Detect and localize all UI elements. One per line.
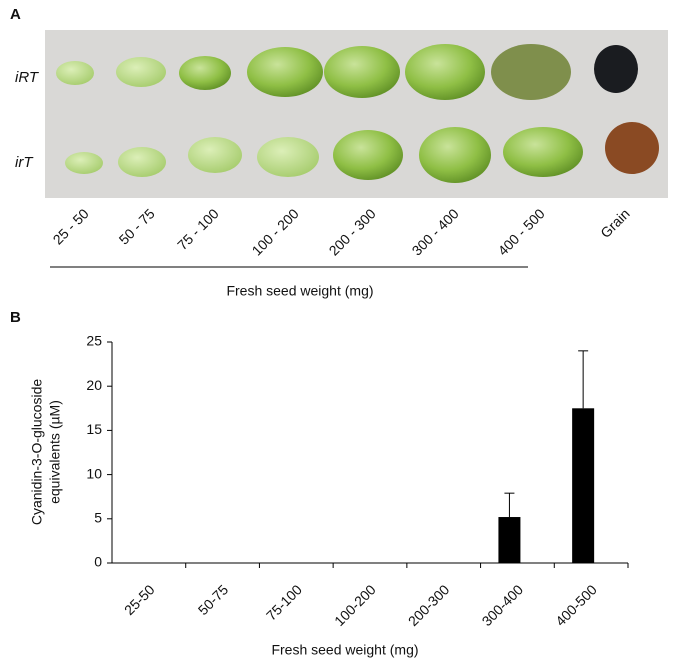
category-label: 100 - 200 xyxy=(249,205,302,258)
y-axis-label: equivalents (µM) xyxy=(47,400,63,504)
category-label: 300 - 400 xyxy=(409,205,462,258)
category-label: 50 - 75 xyxy=(116,205,158,247)
category-label: 25 - 50 xyxy=(50,205,92,247)
error-bar xyxy=(578,350,589,409)
y-tick-label: 25 xyxy=(86,333,102,349)
bar xyxy=(572,408,595,563)
y-tick-label: 10 xyxy=(86,465,102,481)
category-label: 200 - 300 xyxy=(326,205,379,258)
x-axis-label: Fresh seed weight (mg) xyxy=(271,642,418,658)
x-tick-label: 400-500 xyxy=(552,581,600,629)
y-tick-label: 0 xyxy=(94,554,102,570)
row-label: iRT xyxy=(15,69,40,86)
x-tick-label: 75-100 xyxy=(263,581,305,623)
y-tick-label: 20 xyxy=(86,377,102,393)
category-label: 75 - 100 xyxy=(174,205,222,253)
row-label: irT xyxy=(15,154,34,171)
x-tick-label: 25-50 xyxy=(121,581,158,618)
y-tick-label: 15 xyxy=(86,421,102,437)
bar xyxy=(498,517,521,563)
y-tick-label: 5 xyxy=(94,510,102,526)
category-label: Grain xyxy=(597,205,633,241)
y-axis-label: Cyanidin-3-O-glucoside xyxy=(29,379,45,526)
x-tick-label: 100-200 xyxy=(331,581,379,629)
category-label: 400 - 500 xyxy=(495,205,548,258)
panel-label: A xyxy=(10,6,21,23)
photo xyxy=(45,30,668,198)
x-tick-label: 200-300 xyxy=(405,581,453,629)
x-axis-label: Fresh seed weight (mg) xyxy=(226,283,373,299)
x-tick-label: 300-400 xyxy=(479,581,527,629)
panel-label: B xyxy=(10,309,21,326)
x-tick-label: 50-75 xyxy=(195,581,232,618)
error-bar xyxy=(504,492,515,518)
